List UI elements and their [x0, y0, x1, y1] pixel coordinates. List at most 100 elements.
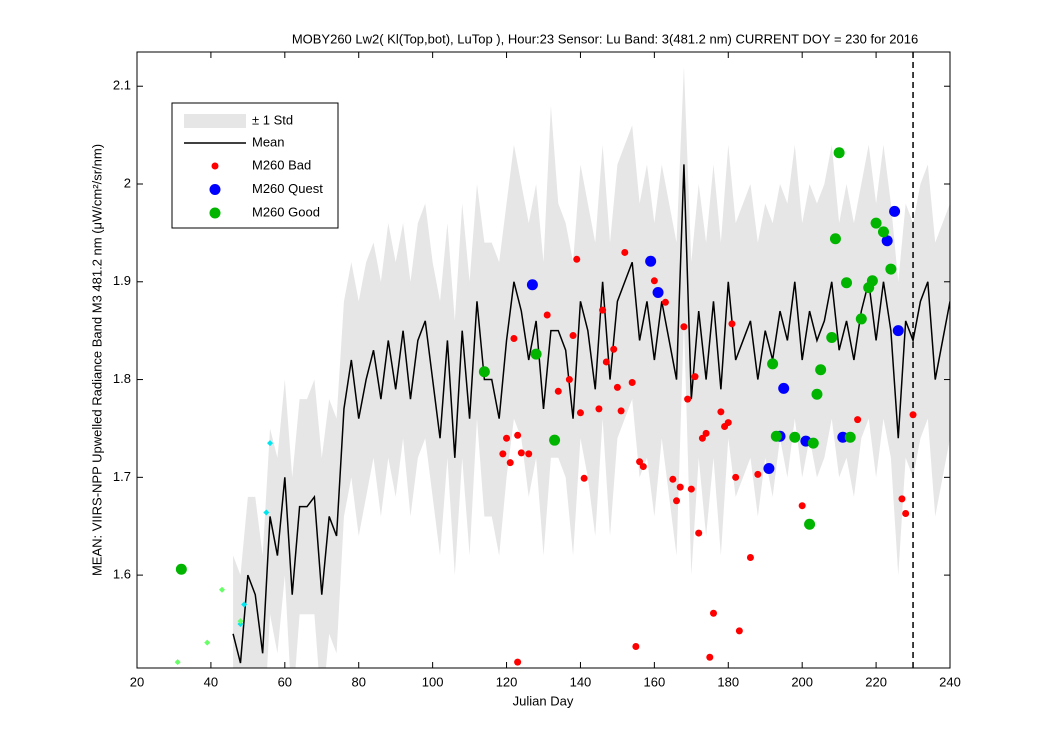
point — [652, 287, 664, 299]
point — [866, 275, 878, 287]
point — [698, 434, 706, 442]
point — [514, 658, 522, 666]
mean-line — [232, 164, 950, 664]
point — [565, 376, 573, 384]
point — [610, 345, 618, 353]
point — [844, 431, 856, 443]
point — [767, 358, 779, 370]
point — [770, 430, 782, 442]
point — [218, 586, 225, 593]
point — [898, 495, 906, 503]
point — [639, 463, 647, 471]
point — [732, 473, 740, 481]
y-tick-label: 1.8 — [113, 371, 131, 386]
point — [706, 653, 714, 661]
x-tick-label: 40 — [204, 674, 218, 689]
point — [735, 627, 743, 635]
point — [829, 233, 841, 245]
point — [530, 348, 542, 360]
x-tick-label: 80 — [351, 674, 365, 689]
point — [237, 618, 244, 625]
point — [263, 509, 270, 516]
point — [763, 463, 775, 475]
point — [709, 609, 717, 617]
x-axis-label: Julian Day — [513, 693, 574, 708]
point — [826, 332, 838, 344]
point — [717, 408, 725, 416]
point — [517, 449, 525, 457]
point — [632, 642, 640, 650]
point — [902, 510, 910, 518]
point — [241, 601, 248, 608]
point — [573, 255, 581, 263]
point — [621, 248, 629, 256]
plot-area — [174, 52, 950, 668]
point — [691, 373, 699, 381]
legend-label: ± 1 Std — [252, 112, 293, 127]
legend-label: M260 Quest — [252, 181, 323, 196]
point — [661, 298, 669, 306]
point — [602, 358, 610, 366]
point — [684, 395, 692, 403]
point — [680, 323, 688, 331]
point — [724, 419, 732, 427]
point — [613, 383, 621, 391]
point — [676, 483, 684, 491]
y-tick-label: 1.6 — [113, 567, 131, 582]
point — [554, 387, 562, 395]
x-tick-label: 160 — [644, 674, 666, 689]
point — [576, 409, 584, 417]
y-axis-label: MEAN: VIIRS-NPP Upwelled Radiance Band M… — [89, 144, 104, 576]
axes-box — [136, 51, 951, 669]
point — [617, 407, 625, 415]
point — [778, 382, 790, 394]
y-tick-label: 1.9 — [113, 273, 131, 288]
point — [599, 306, 607, 314]
x-tick-label: 200 — [791, 674, 813, 689]
point — [815, 364, 827, 376]
x-tick-label: 100 — [422, 674, 444, 689]
x-tick-label: 240 — [939, 674, 961, 689]
point — [892, 325, 904, 337]
point — [650, 277, 658, 285]
y-tick-label: 2.1 — [113, 78, 131, 93]
point — [789, 431, 801, 443]
point — [673, 497, 681, 505]
point — [204, 639, 211, 646]
point — [807, 437, 819, 449]
point — [503, 434, 511, 442]
legend-label: Mean — [252, 134, 285, 149]
legend-label: M260 Bad — [252, 157, 311, 172]
point — [525, 450, 533, 458]
point — [478, 366, 490, 378]
chart-title: MOBY260 Lw2( Kl(Top,bot), LuTop ), Hour:… — [292, 31, 918, 46]
point — [510, 334, 518, 342]
point — [669, 475, 677, 483]
point — [506, 459, 514, 467]
x-tick-label: 180 — [717, 674, 739, 689]
point — [754, 470, 762, 478]
point — [526, 279, 538, 291]
point — [645, 255, 657, 267]
legend: ± 1 Std Mean M260 Bad M260 Quest M260 Good — [171, 102, 339, 229]
point — [885, 263, 897, 275]
x-tick-label: 20 — [130, 674, 144, 689]
point — [728, 320, 736, 328]
std-band — [233, 66, 950, 668]
point — [569, 332, 577, 340]
point — [514, 431, 522, 439]
point — [595, 405, 603, 413]
point — [877, 226, 889, 238]
point — [695, 529, 703, 537]
y-tick-label: 2 — [124, 175, 131, 190]
legend-swatch — [209, 207, 221, 219]
legend-swatch — [184, 114, 246, 128]
point — [175, 563, 187, 575]
point — [543, 311, 551, 319]
x-tick-label: 220 — [865, 674, 887, 689]
point — [267, 440, 274, 447]
point — [833, 147, 845, 159]
point — [881, 235, 893, 247]
x-tick-label: 60 — [278, 674, 292, 689]
